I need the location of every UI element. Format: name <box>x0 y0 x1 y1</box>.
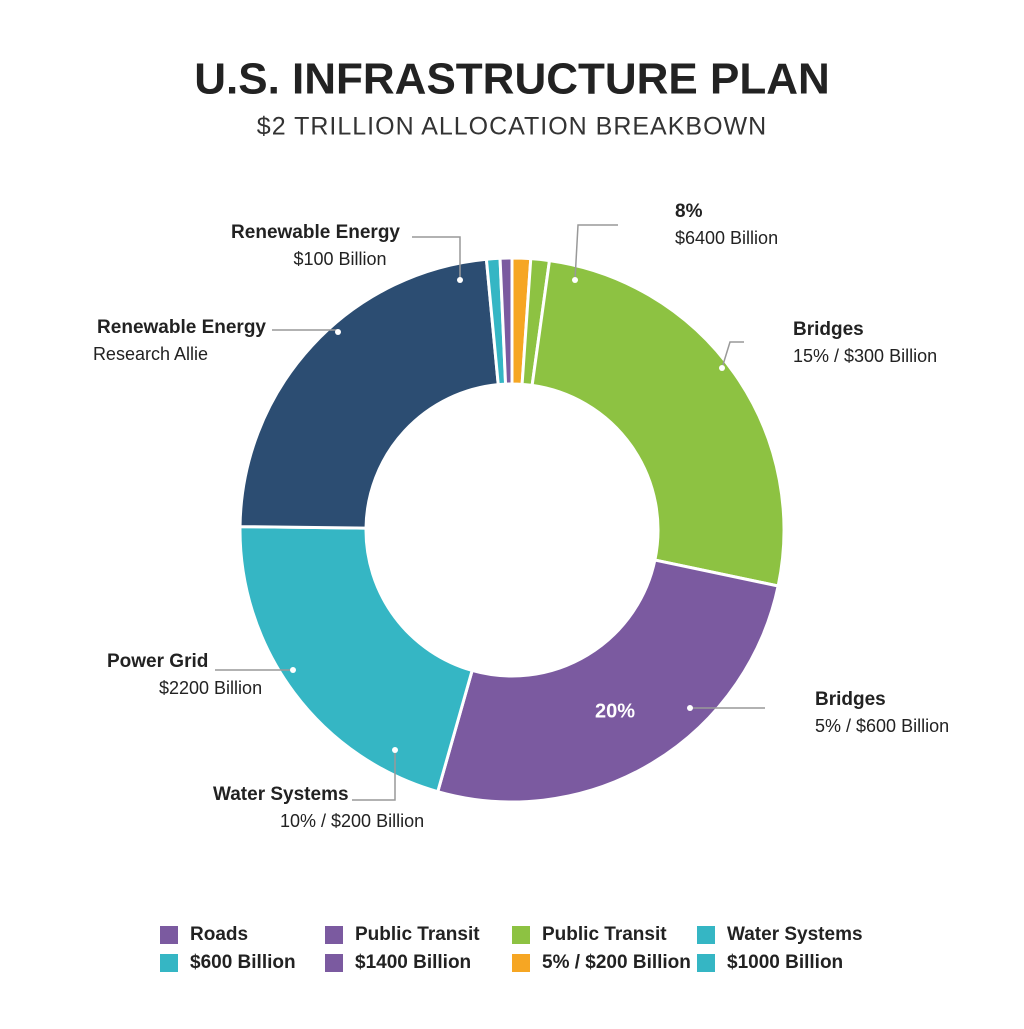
slice-label: 20% <box>595 700 635 722</box>
callout-line <box>574 224 618 281</box>
donut-slice <box>498 256 514 386</box>
legend-label: $1000 Billion <box>727 952 843 973</box>
donut-slice <box>530 258 786 588</box>
callout-text: 10% / $200 Billion <box>280 811 424 831</box>
callout-line <box>721 341 744 369</box>
callout-line <box>412 236 461 280</box>
callout-dot <box>719 365 725 371</box>
callout-title: Water Systems <box>213 784 349 805</box>
legend-swatch <box>160 926 178 944</box>
callout-dot <box>290 667 296 673</box>
callout-text: 15% / $300 Billion <box>793 346 937 366</box>
donut-slice <box>238 257 500 530</box>
legend-label: $1400 Billion <box>355 952 471 973</box>
callout-dot <box>335 329 341 335</box>
legend-swatch <box>325 954 343 972</box>
callout-title: Renewable Energy <box>97 317 266 338</box>
legend-swatch <box>697 926 715 944</box>
callout-text: $2200 Billion <box>159 678 262 698</box>
callout-dot <box>392 747 398 753</box>
legend-swatch <box>697 954 715 972</box>
callout-title: Renewable Energy <box>231 222 400 243</box>
legend-label: Water Systems <box>727 924 863 945</box>
legend-label: Public Transit <box>355 924 480 945</box>
callout-dot <box>572 277 578 283</box>
legend-swatch <box>512 954 530 972</box>
callout-line <box>352 750 396 801</box>
callout-text: $100 Billion <box>293 249 386 269</box>
callout-text: 5% / $600 Billion <box>815 716 949 736</box>
donut-slice <box>238 525 475 794</box>
callout-title: Bridges <box>793 319 864 340</box>
callout-text: Research Allie <box>93 344 208 364</box>
callout-text: $6400 Billion <box>675 228 778 248</box>
callout-title: 8% <box>675 201 703 222</box>
callout-title: Power Grid <box>107 651 208 672</box>
donut-slice <box>435 558 780 804</box>
legend-label: 5% / $200 Billion <box>542 952 691 973</box>
callout-dot <box>457 277 463 283</box>
callout-dot <box>687 705 693 711</box>
chart-title: U.S. INFRASTRUCTURE PLAN <box>194 55 830 104</box>
legend-label: Public Transit <box>542 924 667 945</box>
legend-swatch <box>325 926 343 944</box>
legend-label: Roads <box>190 924 248 945</box>
chart-subtitle: $2 TRILLION ALLOCATION BREAKBOWN <box>257 113 767 141</box>
legend-swatch <box>160 954 178 972</box>
legend-label: $600 Billion <box>190 952 296 973</box>
callout-title: Bridges <box>815 689 886 710</box>
legend-swatch <box>512 926 530 944</box>
